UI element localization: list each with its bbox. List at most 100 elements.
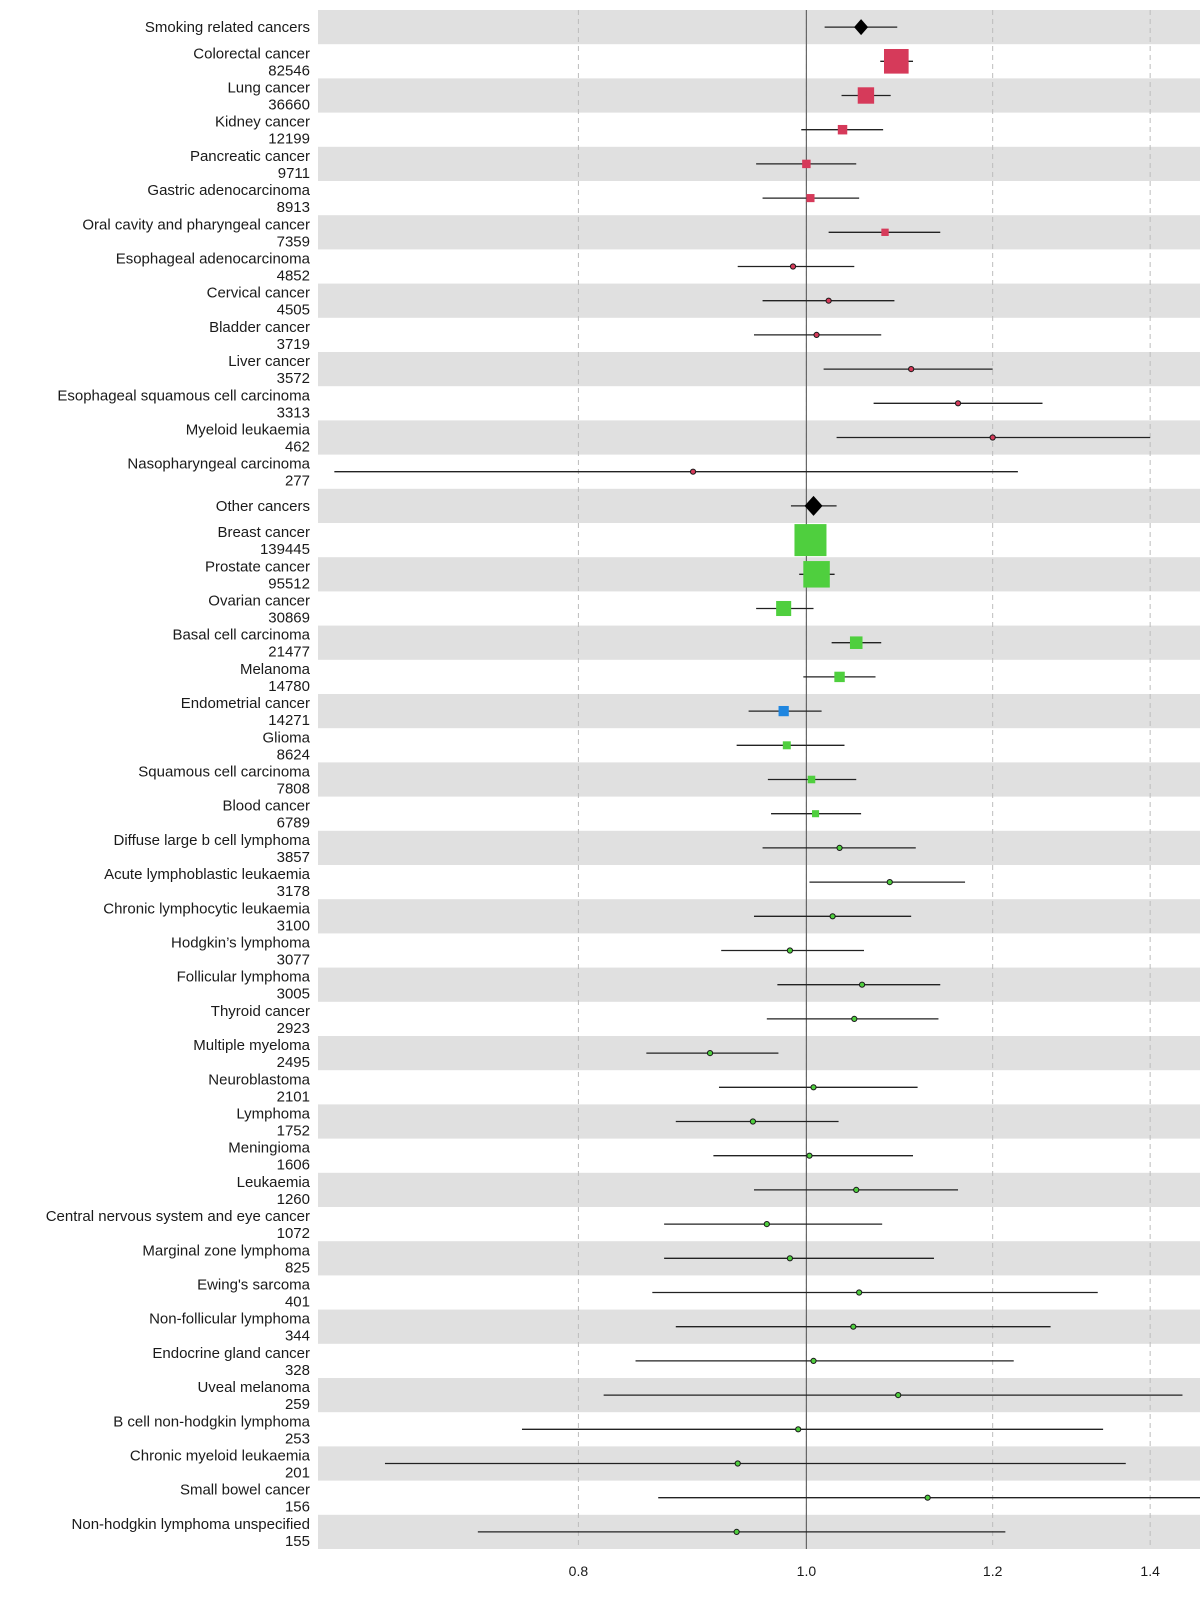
point-estimate <box>810 1357 817 1365</box>
row-label: B cell non-hodgkin lymphoma <box>113 1413 310 1430</box>
row-band <box>318 10 1200 45</box>
row-label: Meningioma <box>228 1140 310 1157</box>
row-sample-size: 1752 <box>277 1123 310 1140</box>
row-label: Pancreatic cancer <box>190 148 310 165</box>
row-label: Hodgkin’s lymphoma <box>171 935 311 952</box>
row-label: Esophageal squamous cell carcinoma <box>57 387 310 404</box>
row-sample-size: 4505 <box>277 302 310 319</box>
row-label: Nasopharyngeal carcinoma <box>127 456 310 473</box>
point-estimate <box>706 1050 714 1057</box>
row-band <box>318 557 1200 592</box>
row-label: Glioma <box>262 729 310 746</box>
row-label: Gastric adenocarcinoma <box>147 182 310 199</box>
row-sample-size: 82546 <box>268 62 310 79</box>
point-estimate <box>954 400 962 407</box>
row-label: Non-follicular lymphoma <box>149 1311 311 1328</box>
point-estimate <box>837 124 848 135</box>
summary-diamond <box>804 495 823 516</box>
row-sample-size: 1072 <box>277 1225 310 1242</box>
row-sample-size: 3005 <box>277 986 310 1003</box>
point-estimate <box>749 1118 757 1125</box>
point-estimate <box>813 331 820 338</box>
point-estimate <box>786 947 794 954</box>
row-sample-size: 95512 <box>268 575 310 592</box>
point-estimate <box>908 366 915 373</box>
row-label: Squamous cell carcinoma <box>138 764 310 781</box>
row-band <box>318 352 1200 387</box>
row-band <box>318 283 1200 318</box>
row-band <box>318 830 1200 865</box>
row-sample-size: 3572 <box>277 370 310 387</box>
row-sample-size: 1606 <box>277 1157 310 1174</box>
point-estimate <box>733 1528 740 1536</box>
row-band <box>318 78 1200 113</box>
row-label: Myeloid leukaemia <box>186 422 311 439</box>
point-estimate <box>853 1186 860 1194</box>
point-estimate <box>734 1460 741 1467</box>
x-tick-label: 0.8 <box>569 1563 589 1579</box>
point-estimate <box>794 524 827 557</box>
point-estimate <box>812 810 820 818</box>
row-label: Chronic myeloid leukaemia <box>130 1448 311 1465</box>
row-label: Ovarian cancer <box>208 593 310 610</box>
point-estimate <box>806 1152 813 1159</box>
point-estimate <box>858 981 866 988</box>
point-estimate <box>786 1255 794 1262</box>
row-label: Non-hodgkin lymphoma unspecified <box>72 1516 310 1533</box>
row-label: Kidney cancer <box>215 114 310 131</box>
row-sample-size: 2101 <box>277 1088 310 1105</box>
row-label: Lung cancer <box>227 80 310 97</box>
row-label: Colorectal cancer <box>193 45 310 62</box>
row-sample-size: 2495 <box>277 1054 310 1071</box>
row-label: Endocrine gland cancer <box>152 1345 310 1362</box>
point-estimate <box>825 297 832 304</box>
row-sample-size: 3719 <box>277 336 310 353</box>
row-sample-size: 462 <box>285 439 310 456</box>
row-label: Endometrial cancer <box>181 695 310 712</box>
row-sample-size: 14780 <box>268 678 310 695</box>
row-sample-size: 4852 <box>277 268 310 285</box>
row-label: Small bowel cancer <box>180 1482 310 1499</box>
row-band <box>318 488 1200 523</box>
row-sample-size: 401 <box>285 1294 310 1311</box>
row-sample-size: 8913 <box>277 199 310 216</box>
row-label: Prostate cancer <box>205 558 310 575</box>
row-label: Liver cancer <box>228 353 310 370</box>
row-label: Esophageal adenocarcinoma <box>116 251 311 268</box>
point-estimate <box>834 671 845 683</box>
row-label: Basal cell carcinoma <box>172 627 310 644</box>
row-label: Melanoma <box>240 661 311 678</box>
row-label: Acute lymphoblastic leukaemia <box>104 866 311 883</box>
point-estimate <box>806 194 815 203</box>
x-tick-label: 1.0 <box>797 1563 817 1579</box>
x-tick-label: 1.4 <box>1140 1563 1160 1579</box>
row-sample-size: 1260 <box>277 1191 310 1208</box>
x-axis-ticks: 0.8 1.0 1.2 1.4 <box>569 1563 1160 1579</box>
row-label: Neuroblastoma <box>208 1071 310 1088</box>
point-estimate <box>778 705 789 717</box>
row-band <box>318 967 1200 1002</box>
point-estimate <box>829 913 836 920</box>
point-estimate <box>776 600 792 617</box>
row-label: Diffuse large b cell lymphoma <box>114 832 311 849</box>
row-sample-size: 344 <box>285 1328 310 1345</box>
point-estimate <box>883 48 909 74</box>
point-estimate <box>924 1494 931 1501</box>
summary-diamond <box>854 19 869 36</box>
row-sample-size: 3313 <box>277 404 310 421</box>
row-sample-size: 6789 <box>277 815 310 832</box>
row-label: Chronic lymphocytic leukaemia <box>103 900 310 917</box>
point-estimate <box>810 1084 817 1091</box>
row-label: Cervical cancer <box>207 285 310 302</box>
row-sample-size: 3077 <box>277 952 310 969</box>
point-estimate <box>789 263 797 270</box>
point-estimate <box>851 1015 858 1023</box>
point-estimate <box>782 741 791 750</box>
row-sample-size: 277 <box>285 473 310 490</box>
row-sample-size: 3857 <box>277 849 310 866</box>
row-sample-size: 328 <box>285 1362 310 1379</box>
row-label: Central nervous system and eye cancer <box>46 1208 310 1225</box>
row-label: Ewing's sarcoma <box>197 1277 311 1294</box>
row-sample-size: 3100 <box>277 917 310 934</box>
row-sample-size: 36660 <box>268 97 310 114</box>
